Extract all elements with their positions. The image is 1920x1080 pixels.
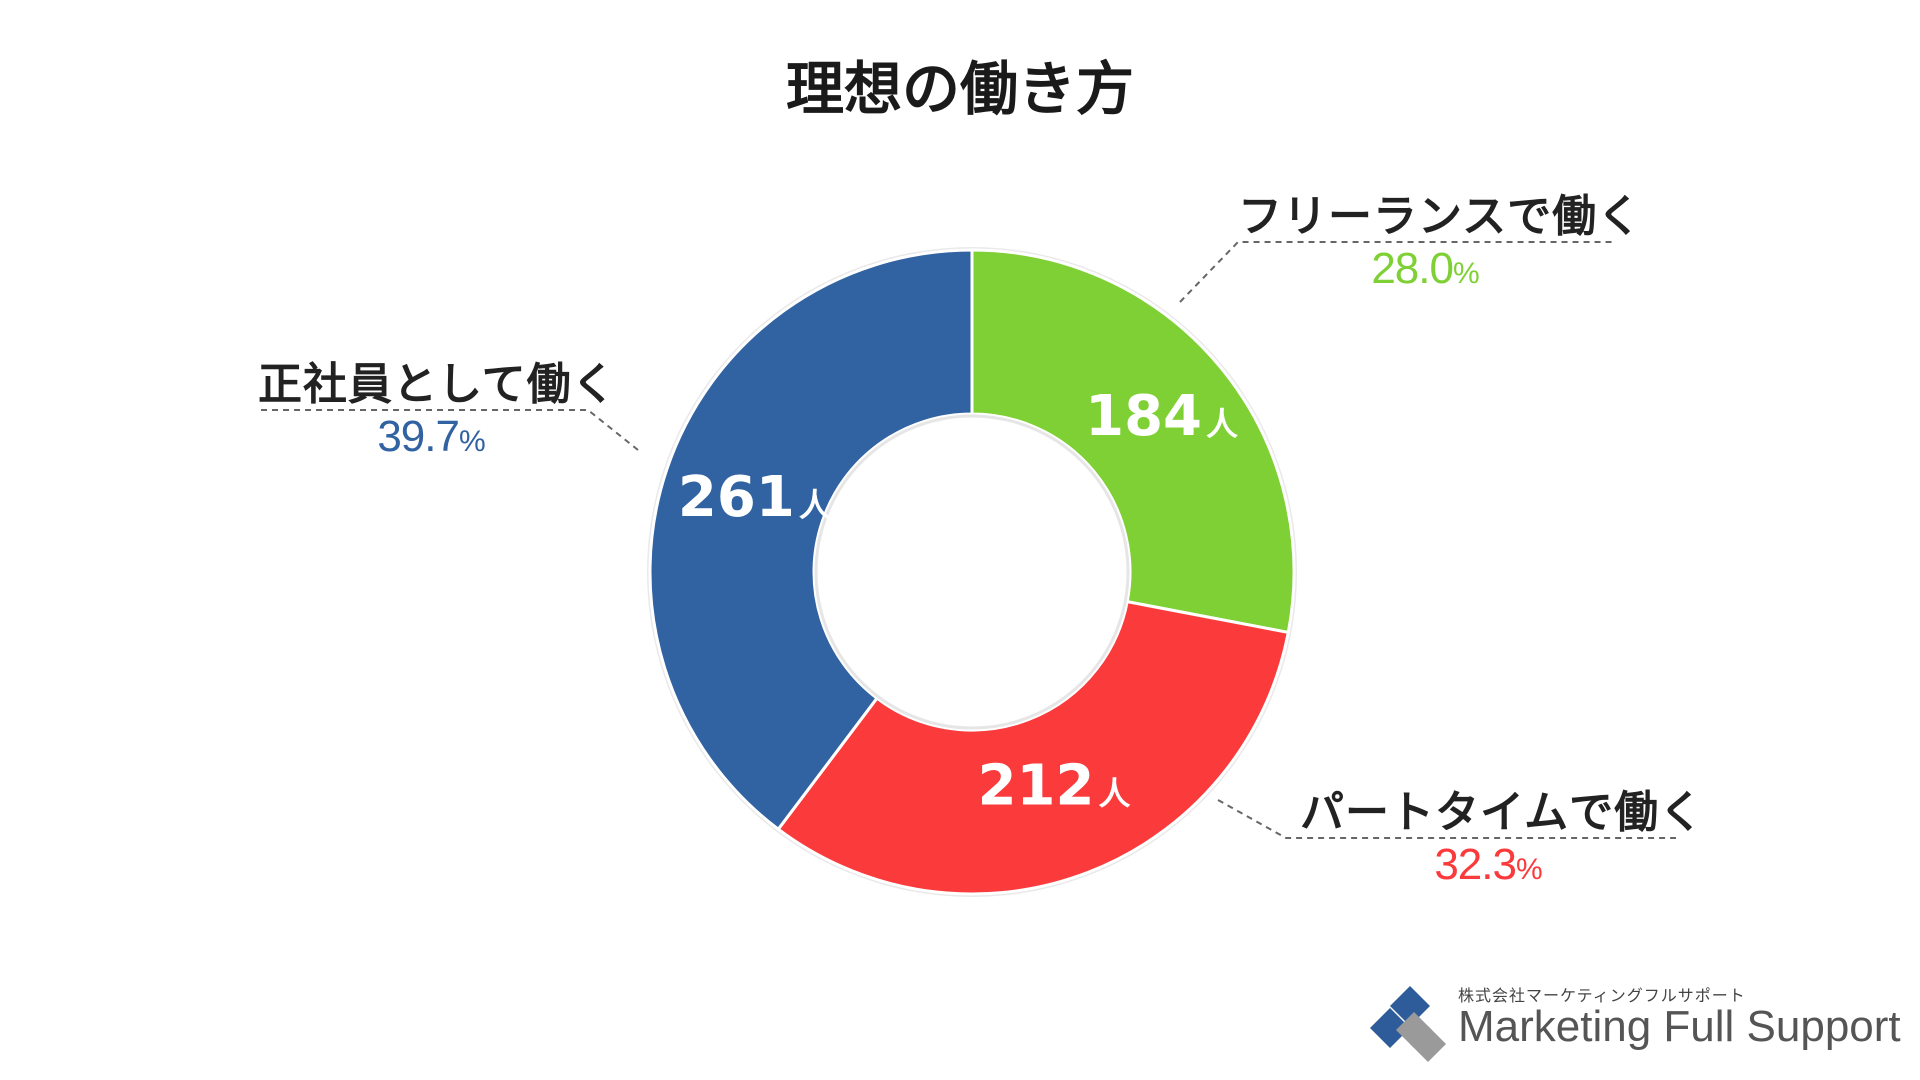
count-unit: 人 (1099, 775, 1131, 813)
logo-company-name-jp: 株式会社マーケティングフルサポート (1458, 986, 1746, 1005)
count-label-parttime: 212 人 (978, 754, 1131, 819)
leader-line-parttime (1217, 799, 1676, 839)
category-label-parttime: パートタイムで働く (1300, 787, 1705, 838)
percent-label-parttime: 32.3% (1300, 840, 1676, 890)
category-label-freelance: フリーランスで働く (1238, 191, 1643, 242)
percent-label-freelance: 28.0% (1238, 244, 1612, 294)
leader-line-freelance (1179, 241, 1612, 303)
count-value: 184 (1085, 384, 1202, 449)
percent-sign: % (1452, 257, 1480, 290)
count-unit: 人 (799, 486, 831, 524)
percent-value: 32.3 (1434, 840, 1517, 889)
percent-label-fulltime: 39.7% (258, 412, 604, 462)
percent-sign: % (458, 425, 486, 458)
percent-value: 39.7 (377, 412, 460, 461)
logo-company-name-en: Marketing Full Support (1458, 1002, 1901, 1051)
logo-mark-icon (1370, 986, 1446, 1062)
slice-freelance (970, 248, 1296, 635)
count-label-fulltime: 261 人 (678, 465, 831, 530)
percent-value: 28.0 (1371, 244, 1454, 293)
count-unit: 人 (1206, 405, 1238, 443)
category-label-fulltime: 正社員として働く (258, 359, 617, 410)
donut-hole (814, 414, 1130, 730)
percent-sign: % (1515, 853, 1543, 886)
slice-fulltime (648, 248, 974, 832)
count-label-freelance: 184 人 (1085, 384, 1238, 449)
chart-title: 理想の働き方 (785, 55, 1134, 123)
count-value: 261 (678, 465, 795, 530)
slice-parttime (776, 599, 1291, 896)
company-logo: 株式会社マーケティングフルサポート Marketing Full Support (1370, 982, 1910, 1072)
count-value: 212 (978, 754, 1095, 819)
